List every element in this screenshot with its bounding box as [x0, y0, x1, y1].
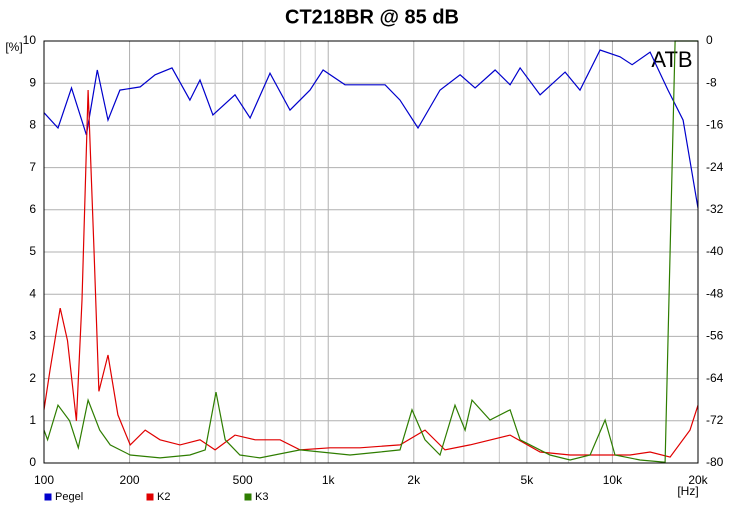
y-tick-label: 3: [29, 329, 36, 343]
legend-label: Pegel: [55, 491, 83, 503]
x-tick-label: 200: [120, 473, 140, 487]
annotation: ATB: [651, 47, 692, 72]
legend-label: K2: [157, 491, 170, 503]
y-tick-label: 0: [29, 455, 36, 469]
x-axis-label: [Hz]: [677, 484, 698, 498]
x-tick-label: 5k: [521, 473, 535, 487]
x-tick-label: 500: [233, 473, 253, 487]
y-tick-label: 5: [29, 244, 36, 258]
y-tick-label: 9: [29, 75, 36, 89]
x-tick-label: 20k: [688, 473, 708, 487]
y-axis-label: [%]: [5, 40, 22, 54]
y2-tick-label: -56: [706, 329, 724, 343]
legend-swatch: [243, 492, 253, 502]
x-tick-label: 100: [34, 473, 54, 487]
y-tick-label: 6: [29, 202, 36, 216]
legend-label: K3: [255, 491, 268, 503]
x-tick-label: 10k: [603, 473, 623, 487]
y-tick-label: 1: [29, 413, 36, 427]
series-line: [43, 89, 699, 458]
y2-tick-label: -8: [706, 75, 717, 89]
y-tick-label: 2: [29, 371, 36, 385]
y-tick-label: 8: [29, 118, 36, 132]
y-tick-label: 7: [29, 160, 36, 174]
y-tick-label: 4: [29, 286, 36, 300]
y2-tick-label: -80: [706, 455, 724, 469]
y2-tick-label: -48: [706, 286, 724, 300]
y-tick-label: 10: [23, 33, 37, 47]
y2-tick-label: -64: [706, 371, 724, 385]
legend-swatch: [43, 492, 53, 502]
y2-tick-label: -72: [706, 413, 724, 427]
chart-title: CT218BR @ 85 dB: [285, 6, 459, 28]
x-tick-label: 2k: [407, 473, 421, 487]
plot-frame: [43, 40, 699, 464]
y2-tick-label: -16: [706, 118, 724, 132]
x-tick-label: 1k: [322, 473, 336, 487]
y2-tick-label: -40: [706, 244, 724, 258]
series-line: [43, 40, 698, 463]
legend-swatch: [145, 492, 155, 502]
series-line: [43, 49, 699, 209]
y2-tick-label: -32: [706, 202, 724, 216]
y2-tick-label: 0: [706, 33, 713, 47]
plot-lines: [43, 40, 699, 463]
y2-tick-label: -24: [706, 160, 724, 174]
